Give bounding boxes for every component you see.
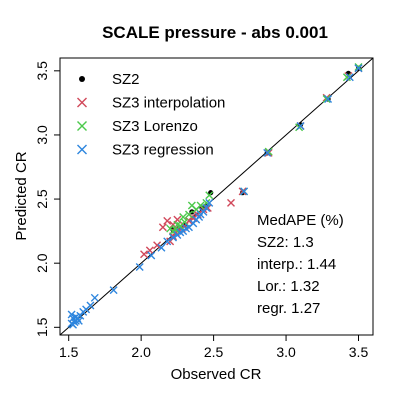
legend-marker [77, 121, 87, 131]
legend-label: SZ3 Lorenzo [112, 118, 198, 135]
data-point [297, 122, 304, 128]
x-tick-label: 2.5 [204, 344, 224, 360]
legend-marker [79, 76, 85, 82]
data-point [208, 190, 214, 196]
data-point [345, 73, 354, 82]
plot-frame [59, 57, 374, 336]
chart-title: SCALE pressure - abs 0.001 [102, 23, 328, 42]
data-point [74, 316, 83, 325]
y-tick-label: 3.5 [34, 61, 50, 81]
axis-ticks: 1.5 2.0 2.5 3.0 3.5 1.5 2.0 2.5 3.0 3.5 [34, 61, 368, 360]
data-point [169, 233, 178, 242]
x-tick-label: 3.0 [276, 344, 296, 360]
annotation-line: regr. 1.27 [257, 300, 320, 317]
data-point [157, 243, 166, 252]
data-point [264, 148, 273, 157]
data-point [263, 148, 272, 157]
data-point [163, 216, 172, 225]
data-point [296, 121, 305, 130]
y-axis-label: Predicted CR [13, 151, 30, 240]
data-point [69, 314, 78, 323]
data-points [67, 62, 363, 329]
data-point [238, 187, 247, 196]
data-point [173, 230, 182, 239]
data-point [179, 213, 188, 222]
annotation-line: SZ2: 1.3 [257, 234, 314, 251]
data-point [140, 250, 149, 259]
data-point [184, 210, 193, 219]
y-tick-label: 3.0 [34, 125, 50, 145]
data-point [147, 251, 156, 260]
data-point [322, 95, 331, 104]
legend-marker [77, 144, 87, 155]
legend-label: SZ2 [112, 71, 140, 88]
annotation-title: MedAPE (%) [257, 212, 344, 229]
x-tick-label: 2.0 [131, 344, 151, 360]
x-tick-label: 1.5 [59, 344, 79, 360]
medape-annotation: MedAPE (%) SZ2: 1.3 interp.: 1.44 Lor.: 1.3… [257, 212, 344, 317]
series-3 [67, 64, 363, 329]
data-point [324, 95, 333, 104]
series-2 [166, 62, 363, 236]
data-point [158, 223, 167, 232]
y-tick-label: 1.5 [34, 317, 50, 337]
legend-marker [77, 97, 87, 108]
annotation-line: Lor.: 1.32 [257, 278, 320, 295]
data-point [240, 187, 249, 196]
data-point [354, 62, 363, 71]
y-tick-label: 2.0 [34, 253, 50, 273]
data-point [166, 224, 175, 233]
data-point [342, 73, 351, 82]
data-point [109, 286, 118, 295]
data-point [135, 263, 144, 272]
legend-label: SZ3 interpolation [112, 95, 225, 112]
annotation-line: interp.: 1.44 [257, 256, 336, 273]
x-tick-label: 3.5 [349, 344, 369, 360]
data-point [90, 293, 99, 302]
data-point [205, 191, 214, 200]
data-point [153, 241, 162, 250]
x-axis-label: Observed CR [171, 366, 262, 383]
y-tick-label: 2.5 [34, 189, 50, 209]
data-point [173, 220, 182, 229]
legend: SZ2 SZ3 interpolation SZ3 Lorenzo SZ3 regre… [77, 71, 225, 159]
legend-label: SZ3 regression [112, 142, 214, 159]
data-point [163, 237, 172, 246]
data-point [226, 198, 235, 207]
data-point [145, 246, 154, 255]
data-point [187, 201, 196, 210]
data-point [205, 198, 214, 207]
data-point [354, 64, 363, 73]
